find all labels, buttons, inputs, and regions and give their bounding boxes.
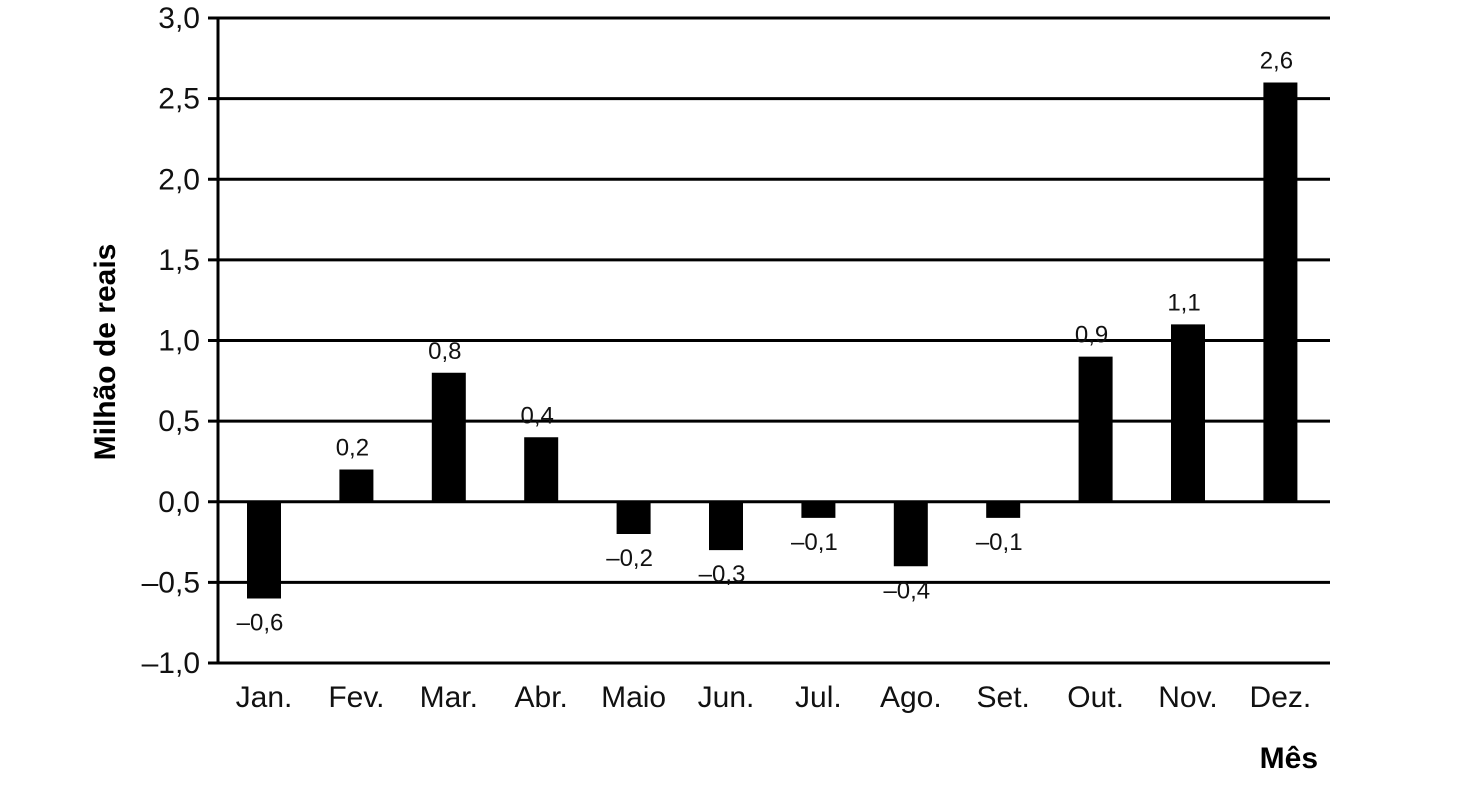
- bar-jun: [709, 501, 743, 551]
- y-tick-label: 0,5: [158, 405, 200, 438]
- x-category-label: Set.: [977, 681, 1030, 714]
- bar-ago: [893, 501, 928, 567]
- y-tick-label: 1,0: [158, 325, 200, 358]
- y-tick-label: 3,0: [158, 2, 200, 35]
- grid-lines: [208, 16, 1330, 665]
- y-tick-label: –0,5: [142, 566, 200, 599]
- x-category-label: Nov.: [1158, 681, 1217, 714]
- x-category-labels: Jan. Fev. Mar. Abr. Maio Jun. Jul. Ago. Set. Out.…: [236, 681, 1312, 714]
- data-label: –0,1: [791, 529, 838, 556]
- x-category-label: Mar.: [420, 681, 478, 714]
- y-tick-label: –1,0: [142, 647, 200, 680]
- bar-set: [986, 501, 1021, 518]
- x-category-label: Jun.: [698, 681, 755, 714]
- data-labels: –0,6 0,2 0,8 0,4 –0,2 –0,3 –0,1 –0,4 –0,1 0,9 1,1 2…: [237, 48, 1293, 637]
- x-category-label: Maio: [601, 681, 666, 714]
- y-tick-labels: –1,0 –0,5 0,0 0,5 1,0 1,5 2,0 2,5 3,0: [142, 2, 200, 680]
- bar-abr: [524, 437, 559, 502]
- x-category-label: Jul.: [795, 681, 842, 714]
- x-category-label: Ago.: [880, 681, 942, 714]
- bar-nov: [1171, 324, 1205, 502]
- data-label: 1,1: [1167, 289, 1200, 316]
- bar-fev: [339, 469, 374, 502]
- bar-out: [1078, 356, 1113, 502]
- bar-maio: [616, 501, 651, 534]
- data-label: 0,9: [1075, 322, 1108, 349]
- bar-dez: [1263, 82, 1298, 502]
- y-tick-label: 2,0: [158, 163, 200, 196]
- data-label: 2,6: [1260, 48, 1293, 75]
- y-tick-label: 2,5: [158, 83, 200, 116]
- data-label: 0,4: [521, 402, 554, 429]
- y-tick-label: 0,0: [158, 486, 200, 519]
- x-category-label: Jan.: [236, 681, 293, 714]
- y-tick-label: 1,5: [158, 244, 200, 277]
- bars: [247, 82, 1298, 599]
- bar-jul: [801, 501, 836, 518]
- x-category-label: Abr.: [515, 681, 568, 714]
- data-label: –0,3: [699, 561, 746, 588]
- data-label: –0,4: [883, 577, 930, 604]
- data-label: –0,2: [606, 545, 653, 572]
- data-label: –0,1: [976, 529, 1023, 556]
- x-axis-title: Mês: [1260, 742, 1318, 775]
- data-label: 0,2: [336, 435, 369, 462]
- x-category-label: Dez.: [1250, 681, 1312, 714]
- bar-jan: [247, 501, 281, 599]
- data-label: 0,8: [428, 338, 461, 365]
- y-axis-title: Milhão de reais: [89, 244, 122, 461]
- x-category-label: Out.: [1067, 681, 1124, 714]
- bar-mar: [431, 372, 466, 502]
- data-label: –0,6: [237, 610, 284, 637]
- x-category-label: Fev.: [328, 681, 384, 714]
